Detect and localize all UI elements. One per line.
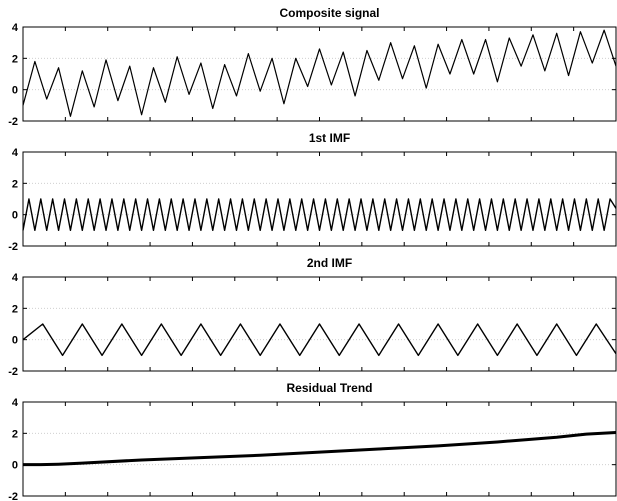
y-tick-label: 2 <box>12 178 18 190</box>
y-tick-label: 4 <box>12 272 19 284</box>
y-tick-label: -2 <box>8 116 18 128</box>
y-tick-label: 0 <box>12 85 18 97</box>
panel-1st-imf: -2 0 2 4 1st IMF <box>8 131 617 253</box>
y-tick-label: -2 <box>8 366 18 378</box>
y-tick-label: 0 <box>12 210 18 222</box>
y-tick-label: 0 <box>12 335 18 347</box>
y-tick-label: -2 <box>8 491 18 501</box>
y-tick-label: 2 <box>12 303 18 315</box>
panel-residual-trend: -2 0 2 4 Residual Trend <box>8 381 617 501</box>
y-tick-label: 2 <box>12 53 18 65</box>
series-line-1st-imf <box>22 198 617 232</box>
panel-composite-signal: -2 0 2 4 Composite signal <box>8 6 617 128</box>
series-line-residual-trend <box>23 431 617 467</box>
series-line-composite-signal <box>22 29 617 117</box>
y-tick-label: 4 <box>12 22 19 34</box>
panel-title: 1st IMF <box>309 131 350 145</box>
panel-title: Composite signal <box>279 6 379 20</box>
axes-frame <box>22 26 617 122</box>
y-tick-label: 4 <box>12 397 19 409</box>
y-tick-label: 0 <box>12 460 18 472</box>
y-tick-label: 2 <box>12 428 18 440</box>
panel-title: 2nd IMF <box>307 256 352 270</box>
y-tick-label: -2 <box>8 241 18 253</box>
y-tick-label: 4 <box>12 147 19 159</box>
series-line-2nd-imf <box>22 323 617 357</box>
axes-frame <box>22 401 617 497</box>
panel-2nd-imf: -2 0 2 4 2nd IMF <box>8 256 617 378</box>
panel-title: Residual Trend <box>286 381 372 395</box>
